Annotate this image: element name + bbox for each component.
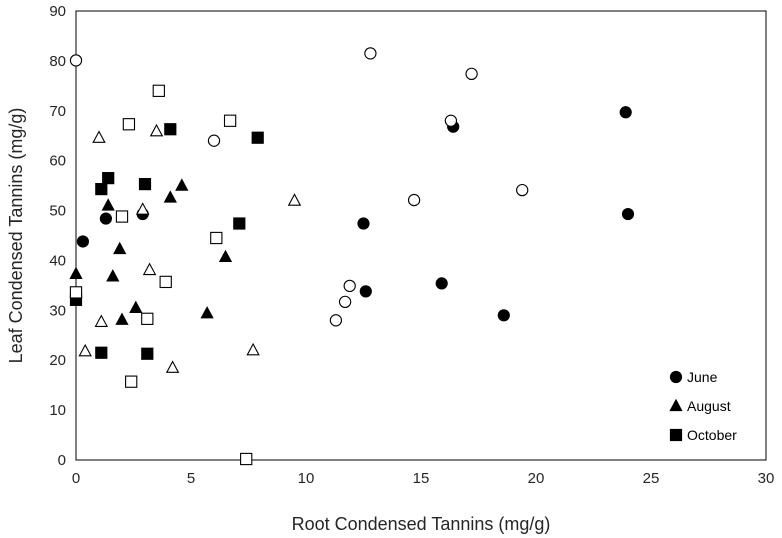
filled-triangle-point (175, 178, 189, 191)
filled-circle-point (619, 106, 632, 119)
filled-triangle-point (101, 198, 115, 211)
y-tick-label: 50 (49, 203, 66, 220)
filled-circle-point (435, 277, 448, 290)
open-square-point (125, 375, 138, 388)
legend-label: October (687, 427, 737, 443)
open-triangle-point (287, 193, 302, 206)
y-tick-label: 20 (49, 352, 66, 369)
y-tick-label: 30 (49, 302, 66, 319)
filled-square-point (95, 346, 108, 359)
y-tick-label: 10 (49, 402, 66, 419)
open-triangle-point (94, 314, 109, 327)
open-triangle-point (92, 130, 106, 143)
filled-square-point (102, 172, 115, 185)
open-circle-point (364, 47, 377, 60)
filled-circle-point (497, 309, 510, 322)
open-triangle-point (246, 342, 260, 356)
y-tick-label: 0 (58, 452, 66, 469)
filled-triangle-point (115, 312, 129, 325)
x-tick-label: 30 (758, 470, 775, 487)
open-square-point (141, 312, 154, 325)
y-tick-label: 70 (49, 103, 66, 120)
x-tick-label: 0 (72, 470, 80, 487)
filled-triangle-point (163, 190, 177, 203)
open-triangle-point (135, 202, 150, 215)
open-square-point (223, 114, 237, 127)
open-circle-point (329, 314, 343, 327)
filled-circle-point (357, 217, 370, 230)
x-tick-label: 5 (187, 470, 195, 487)
y-tick-label: 60 (49, 153, 66, 170)
legend-square-marker (669, 428, 683, 442)
filled-triangle-point (69, 266, 83, 280)
filled-circle-point (99, 212, 113, 225)
open-circle-point (444, 114, 458, 127)
open-circle-point (69, 54, 83, 67)
legend-circle-marker (669, 370, 683, 384)
filled-triangle-point (106, 269, 120, 282)
filled-triangle-point (129, 300, 143, 313)
open-circle-point (407, 193, 421, 207)
legend-label: June (687, 369, 718, 385)
legend: June August October (669, 369, 737, 443)
open-square-point (122, 118, 136, 131)
plot-area-frame (75, 10, 767, 461)
filled-square-point (95, 183, 108, 196)
open-circle-point (465, 67, 478, 81)
filled-circle-point (76, 235, 90, 248)
x-axis-title: Root Condensed Tannins (mg/g) (292, 514, 551, 534)
open-triangle-point (142, 262, 157, 276)
filled-square-point (164, 123, 177, 136)
filled-triangle-point (200, 306, 214, 319)
open-square-point (240, 452, 253, 466)
filled-square-point (233, 217, 246, 230)
open-triangle-point (78, 343, 92, 357)
open-circle-point (338, 295, 352, 309)
open-circle-point (516, 183, 529, 197)
open-triangle-point (149, 123, 164, 137)
x-tick-label: 25 (643, 470, 660, 487)
filled-triangle-point (113, 241, 127, 255)
y-tick-label: 40 (49, 252, 66, 269)
filled-triangle-point (218, 249, 233, 263)
x-axis-ticks: 0 5 10 15 20 25 30 (72, 470, 775, 487)
x-tick-label: 15 (413, 470, 430, 487)
filled-circle-point (621, 207, 635, 221)
filled-circle-point (359, 285, 372, 298)
data-points (69, 47, 635, 466)
y-axis-ticks: 0 10 20 30 40 50 60 70 80 90 (49, 3, 66, 469)
filled-square-point (141, 347, 154, 360)
open-square-point (69, 286, 83, 299)
x-tick-label: 10 (298, 470, 315, 487)
open-square-point (210, 231, 223, 245)
legend-triangle-marker (669, 398, 683, 412)
open-square-point (152, 84, 165, 97)
filled-square-point (251, 131, 264, 144)
y-tick-label: 80 (49, 53, 66, 70)
open-square-point (159, 275, 172, 289)
open-circle-point (207, 134, 221, 147)
y-tick-label: 90 (49, 3, 66, 20)
filled-square-point (138, 178, 152, 191)
x-tick-label: 20 (528, 470, 545, 487)
open-circle-point (343, 279, 356, 293)
legend-label: August (687, 398, 731, 414)
open-triangle-point (165, 360, 180, 373)
y-axis-title: Leaf Condensed Tannins (mg/g) (6, 108, 26, 364)
open-square-point (115, 210, 129, 223)
